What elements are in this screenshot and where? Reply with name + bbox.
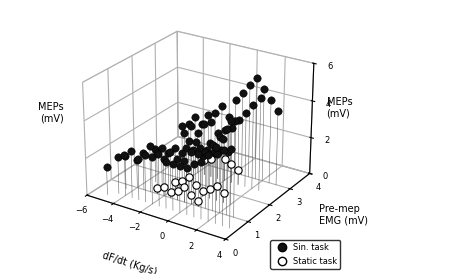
- Text: MEPs
(mV): MEPs (mV): [38, 102, 64, 123]
- Legend: Sin. task, Static task: Sin. task, Static task: [270, 240, 340, 269]
- Text: MEPs
(mV): MEPs (mV): [326, 97, 351, 118]
- Text: Pre-mep
EMG (mV): Pre-mep EMG (mV): [318, 204, 367, 225]
- X-axis label: dF/dt (Kg/s): dF/dt (Kg/s): [101, 251, 157, 274]
